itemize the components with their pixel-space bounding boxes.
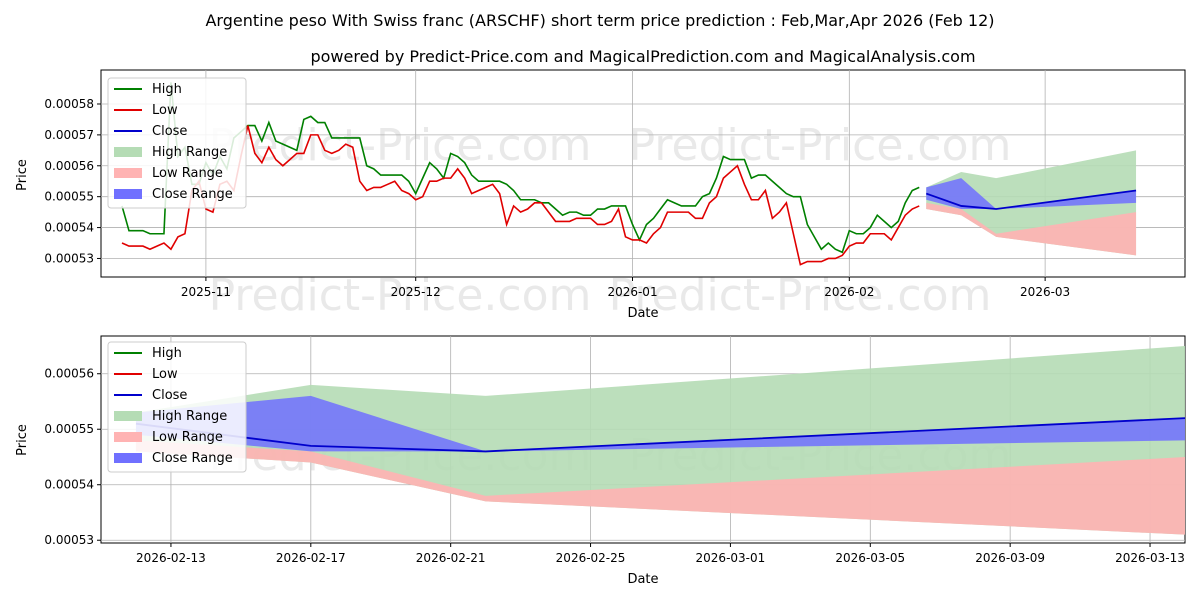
legend-box <box>107 77 247 209</box>
legend-label: High <box>152 346 182 361</box>
x-axis-label: Date <box>627 306 658 321</box>
legend-label: Close Range <box>152 451 233 466</box>
y-tick-label: 0.00053 <box>44 533 94 547</box>
chart-subtitle: powered by Predict-Price.com and Magical… <box>310 47 975 66</box>
low-range-band <box>135 440 1185 535</box>
close-series-line <box>925 189 1137 210</box>
x-tick-label: 2026-01 <box>607 285 657 299</box>
plot-area <box>121 82 1137 266</box>
legend-label: Low Range <box>152 166 223 181</box>
main-chart-panel: Predict-Price.com Predict-Price.com Predic… <box>15 69 1186 321</box>
watermark-text: Predict-Price.com <box>209 270 592 321</box>
legend-label: Close <box>152 124 187 139</box>
plot-area <box>135 345 1185 535</box>
legend-label: High Range <box>152 409 227 424</box>
x-axis-label: Date <box>627 572 658 587</box>
close-range-band <box>135 395 1185 452</box>
high-series-line <box>121 82 920 254</box>
x-tick-label: 2026-03-13 <box>1115 551 1185 565</box>
plot-frame <box>100 69 1186 278</box>
legend-label: High <box>152 82 182 97</box>
legend-label: Low Range <box>152 430 223 445</box>
y-axis-label: Price <box>15 424 30 456</box>
legend-label: Low <box>152 367 178 382</box>
x-tick-label: 2026-03-01 <box>696 551 766 565</box>
close-range-band <box>926 178 1137 210</box>
legend-swatch-patch <box>114 432 142 442</box>
x-tick-label: 2026-02-13 <box>136 551 206 565</box>
legend-label: Close <box>152 388 187 403</box>
legend-swatch-patch <box>114 147 142 157</box>
y-tick-label: 0.00054 <box>44 478 94 492</box>
watermark-text: Predict-Price.com <box>609 270 992 321</box>
watermark-text: Predict-Price.com <box>629 120 1012 171</box>
x-tick-label: 2025-12 <box>391 285 441 299</box>
legend-label: Low <box>152 103 178 118</box>
x-tick-label: 2026-02-17 <box>276 551 346 565</box>
x-tick-label: 2026-02-25 <box>556 551 626 565</box>
y-tick-label: 0.00055 <box>44 190 94 204</box>
forecast-chart-panel: Predict-Price.comPredict-Price.com2026-0… <box>15 335 1186 587</box>
chart-legend: High Low Close High Range Low Range Close Ran… <box>107 341 247 473</box>
chart-title: Argentine peso With Swiss franc (ARSCHF)… <box>205 11 994 30</box>
y-tick-label: 0.00057 <box>44 128 94 142</box>
low-series-line <box>121 125 920 266</box>
y-tick-label: 0.00053 <box>44 251 94 265</box>
y-tick-label: 0.00054 <box>44 221 94 235</box>
y-tick-label: 0.00055 <box>44 422 94 436</box>
legend-label: High Range <box>152 145 227 160</box>
x-tick-label: 2026-02 <box>824 285 874 299</box>
x-tick-label: 2026-03-05 <box>835 551 905 565</box>
legend-swatch-patch <box>114 411 142 421</box>
y-tick-label: 0.00056 <box>44 159 94 173</box>
x-tick-label: 2025-11 <box>181 285 231 299</box>
x-tick-label: 2026-03-09 <box>975 551 1045 565</box>
legend-box <box>107 341 247 473</box>
y-tick-label: 0.00056 <box>44 367 94 381</box>
legend-swatch-patch <box>114 168 142 178</box>
legend-swatch-patch <box>114 189 142 199</box>
legend-swatch-patch <box>114 453 142 463</box>
chart-legend: High Low Close High Range Low Range Close Ran… <box>107 77 247 209</box>
x-tick-label: 2026-03 <box>1020 285 1070 299</box>
low-range-band <box>926 202 1137 256</box>
watermark-text: Predict-Price.com <box>209 120 592 171</box>
y-tick-label: 0.00058 <box>44 97 94 111</box>
legend-label: Close Range <box>152 187 233 202</box>
y-axis-label: Price <box>15 159 30 191</box>
x-tick-label: 2026-02-21 <box>416 551 486 565</box>
